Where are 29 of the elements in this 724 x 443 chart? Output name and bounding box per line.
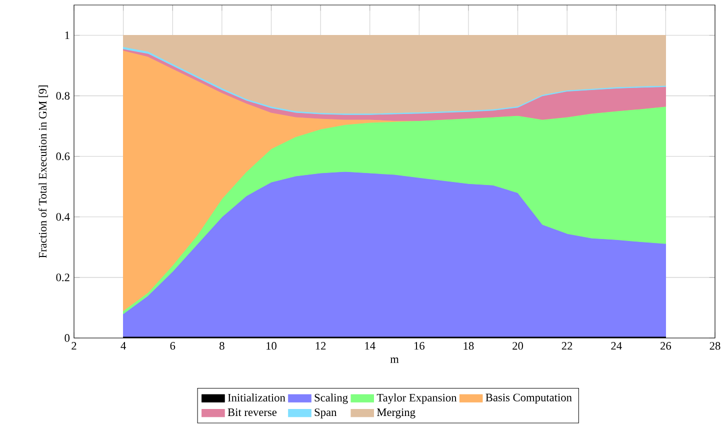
legend-label: Taylor Expansion: [376, 394, 457, 404]
legend-label: Initialization: [228, 394, 286, 402]
y-tick-label: 0.8: [56, 92, 70, 100]
x-tick-label: 10: [266, 342, 276, 350]
legend-label: Scaling: [314, 394, 348, 404]
x-tick-label: 12: [316, 342, 326, 350]
y-tick-label: 0: [64, 334, 70, 342]
x-tick-label: 22: [562, 342, 572, 350]
x-tick-label: 4: [120, 342, 126, 350]
x-tick-label: 16: [414, 342, 424, 350]
x-tick-label: 18: [464, 342, 474, 350]
x-tick-label: 26: [660, 342, 672, 350]
x-tick-label: 2: [72, 342, 76, 350]
legend-label: Basis Computation: [486, 394, 572, 404]
y-tick-label: 0.2: [56, 274, 70, 282]
legend-label: Merging: [377, 408, 416, 418]
x-axis-title: m: [390, 358, 399, 363]
y-axis-title: Fraction of Total Execution in GM [9]: [38, 86, 48, 258]
y-tick-label: 1: [65, 32, 70, 40]
y-tick-label: 0.6: [56, 152, 70, 160]
x-tick-label: 8: [220, 342, 224, 350]
x-tick-label: 20: [512, 342, 523, 350]
legend-label: Bit reverse: [228, 408, 277, 416]
legend-label: Span: [314, 408, 337, 418]
y-tick-label: 0.4: [56, 213, 70, 221]
x-tick-label: 28: [710, 342, 720, 350]
x-tick-label: 14: [365, 342, 376, 350]
x-tick-label: 24: [611, 342, 622, 350]
x-tick-label: 6: [170, 342, 176, 350]
